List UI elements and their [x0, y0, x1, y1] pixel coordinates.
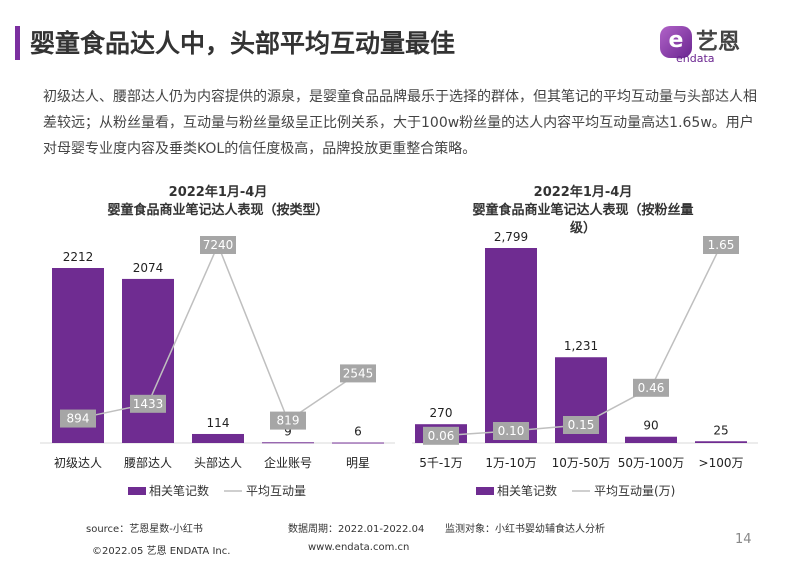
- category-label: 50万-100万: [618, 456, 685, 470]
- category-label: 头部达人: [194, 455, 242, 470]
- line-value-label: 0.15: [568, 418, 595, 432]
- line-point-label-box: [130, 394, 166, 413]
- bar-value-label: 114: [207, 416, 230, 430]
- legend-bar-label: 相关笔记数: [497, 483, 557, 498]
- endata-logo: e 艺恩 endata: [660, 24, 760, 65]
- bar: [332, 442, 384, 444]
- line-value-label: 7240: [203, 238, 234, 252]
- category-label: 初级达人: [54, 456, 102, 470]
- bar-value-label: 25: [713, 423, 728, 437]
- line-point-label-box: [493, 422, 529, 440]
- category-label: 5千-1万: [419, 456, 463, 470]
- line-value-label: 0.06: [428, 429, 455, 443]
- logo-en: endata: [676, 52, 715, 65]
- chart-title: 2022年1月-4月: [169, 184, 268, 200]
- legend-line-label: 平均互动量(万): [594, 484, 675, 498]
- line-value-label: 894: [67, 412, 90, 426]
- bar-value-label: 2,799: [494, 230, 528, 244]
- line-point-label-box: [200, 236, 236, 254]
- chart-subtitle: 婴童食品商业笔记达人表现（按类型）: [107, 202, 328, 218]
- chart-title: 2022年1月-4月: [534, 184, 633, 200]
- line-point-label-box: [703, 236, 739, 254]
- line-value-label: 0.46: [638, 381, 665, 395]
- legend-bar-label: 相关笔记数: [149, 483, 209, 498]
- bar-value-label: 9: [284, 424, 292, 438]
- line-value-label: 0.10: [498, 424, 525, 438]
- line-value-label: 1433: [133, 397, 164, 411]
- line-value-label: 2545: [343, 366, 374, 380]
- logo-cn: 艺恩: [696, 30, 741, 55]
- bar-value-label: 2074: [133, 261, 164, 275]
- bar: [695, 441, 747, 443]
- summary-paragraph: 初级达人、腰部达人仍为内容提供的源泉，是婴童食品品牌最乐于选择的群体，但其笔记的…: [43, 89, 757, 157]
- chart-subtitle: 婴童食品商业笔记达人表现（按粉丝量: [472, 202, 693, 218]
- logo-mark-icon: e: [660, 26, 692, 58]
- page-number: 14: [735, 532, 752, 547]
- bar: [192, 433, 244, 443]
- line-point-label-box: [60, 409, 96, 428]
- category-label: 企业账号: [264, 455, 312, 470]
- bar: [122, 278, 174, 443]
- footer-source: source：艺恩星数-小红书: [86, 524, 203, 535]
- bar: [262, 442, 314, 444]
- legend-bar-swatch: [476, 487, 494, 495]
- line-point-label-box: [423, 426, 459, 445]
- category-label: 10万-50万: [552, 456, 611, 470]
- chart-subtitle-cont: 级）: [570, 220, 596, 236]
- category-label: 腰部达人: [124, 455, 172, 470]
- category-label: 明星: [346, 456, 370, 470]
- legend-bar-swatch: [128, 487, 146, 495]
- line-point-label-box: [633, 378, 669, 397]
- bar-value-label: 90: [643, 419, 658, 433]
- line-point-label-box: [563, 416, 599, 434]
- category-label: 1万-10万: [485, 456, 536, 470]
- bar-value-label: 1,231: [564, 339, 598, 353]
- bar-value-label: 6: [354, 425, 362, 439]
- category-label: >100万: [699, 456, 744, 470]
- footer-target: 监测对象：小红书婴幼辅食达人分析: [445, 524, 605, 535]
- bar: [625, 436, 677, 443]
- legend-line-label: 平均互动量: [246, 484, 306, 498]
- footer-copyright: ©2022.05 艺恩 ENDATA Inc.: [92, 546, 231, 557]
- bar-value-label: 2212: [63, 250, 94, 264]
- line-value-label: 819: [277, 414, 300, 428]
- page-title: 婴童食品达人中，头部平均互动量最佳: [30, 29, 456, 58]
- line-value-label: 1.65: [708, 238, 735, 252]
- line-point-label-box: [340, 364, 376, 383]
- footer-website: www.endata.com.cn: [308, 542, 410, 553]
- line-point-label-box: [270, 411, 306, 430]
- line-series: [77, 243, 359, 422]
- footer-period: 数据周期：2022.01-2022.04: [288, 524, 425, 535]
- bar: [485, 248, 537, 443]
- title-accent-bar: [15, 26, 20, 60]
- bar-value-label: 270: [430, 406, 453, 420]
